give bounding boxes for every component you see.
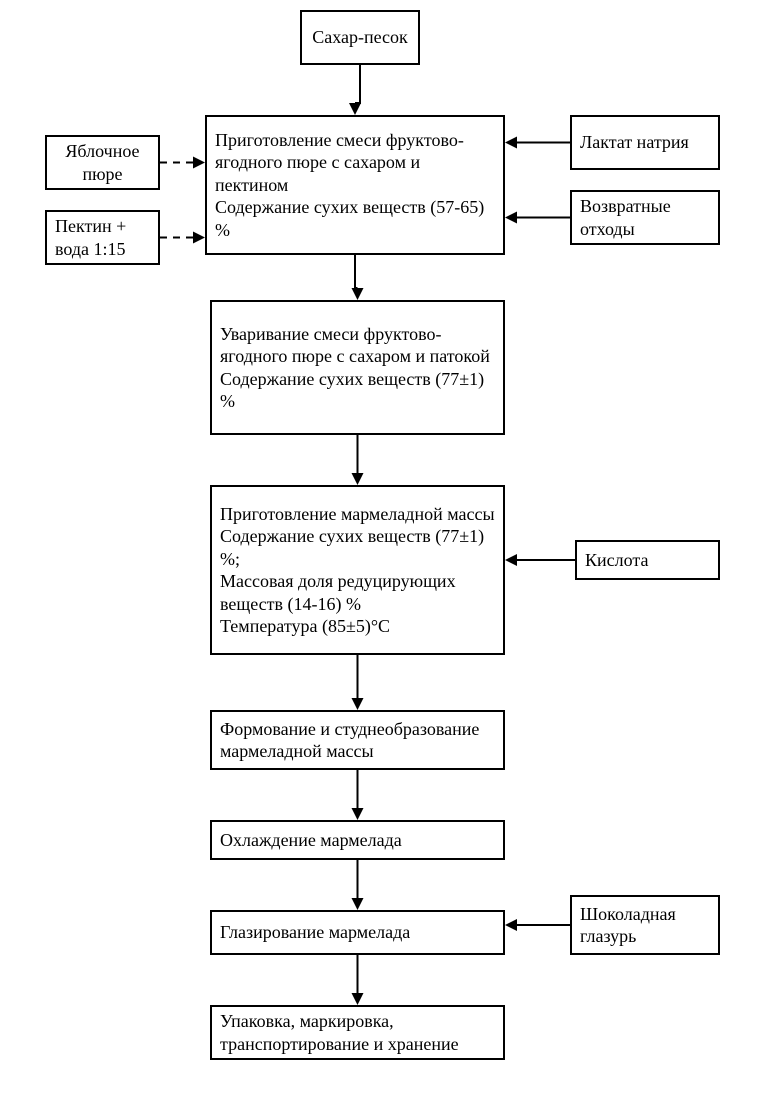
arrowhead-pectin-step1 (193, 232, 205, 244)
arrowhead-sugar-step1 (349, 103, 361, 115)
node-waste-label: Возвратные отходы (580, 195, 710, 240)
node-step2: Уваривание смеси фруктово-ягодного пюре … (210, 300, 505, 435)
node-glaze: Шоколадная глазурь (570, 895, 720, 955)
node-acid-label: Кислота (585, 549, 648, 572)
node-step5-label: Охлаждение мармелада (220, 829, 402, 852)
node-pectin: Пектин + вода 1:15 (45, 210, 160, 265)
node-step3: Приготовление мармеладной массы Содержан… (210, 485, 505, 655)
node-waste: Возвратные отходы (570, 190, 720, 245)
node-step7-label: Упаковка, маркировка, транспортирование … (220, 1010, 495, 1055)
arrowhead-step5-step6 (352, 898, 364, 910)
arrowhead-step6-step7 (352, 993, 364, 1005)
arrowhead-step3-step4 (352, 698, 364, 710)
node-step6-label: Глазирование мармелада (220, 921, 410, 944)
node-step3-label: Приготовление мармеладной массы Содержан… (220, 503, 495, 638)
arrowhead-step2-step3 (352, 473, 364, 485)
arrowhead-lactate-step1 (505, 137, 517, 149)
node-step5: Охлаждение мармелада (210, 820, 505, 860)
node-step4: Формование и студнеобразование мармеладн… (210, 710, 505, 770)
node-sugar-label: Сахар-песок (312, 26, 408, 49)
node-pectin-label: Пектин + вода 1:15 (55, 215, 150, 260)
node-step6: Глазирование мармелада (210, 910, 505, 955)
node-acid: Кислота (575, 540, 720, 580)
node-glaze-label: Шоколадная глазурь (580, 903, 710, 948)
edge-step1-step2 (355, 255, 358, 288)
edge-sugar-step1 (355, 65, 360, 103)
node-sugar: Сахар-песок (300, 10, 420, 65)
node-apple: Яблочное пюре (45, 135, 160, 190)
arrowhead-step4-step5 (352, 808, 364, 820)
arrowhead-waste-step1 (505, 212, 517, 224)
node-lactate: Лактат натрия (570, 115, 720, 170)
node-apple-label: Яблочное пюре (55, 140, 150, 185)
arrowhead-acid-step3 (505, 554, 517, 566)
node-step1: Приготовление смеси фруктово-ягодного пю… (205, 115, 505, 255)
node-step4-label: Формование и студнеобразование мармеладн… (220, 718, 495, 763)
arrowhead-apple-step1 (193, 157, 205, 169)
node-step1-label: Приготовление смеси фруктово-ягодного пю… (215, 129, 495, 242)
node-step2-label: Уваривание смеси фруктово-ягодного пюре … (220, 323, 495, 413)
flowchart-canvas: Сахар-песок Яблочное пюре Пектин + вода 1:… (0, 0, 780, 1103)
node-step7: Упаковка, маркировка, транспортирование … (210, 1005, 505, 1060)
arrowhead-glaze-step6 (505, 919, 517, 931)
arrowhead-step1-step2 (352, 288, 364, 300)
node-lactate-label: Лактат натрия (580, 131, 689, 154)
